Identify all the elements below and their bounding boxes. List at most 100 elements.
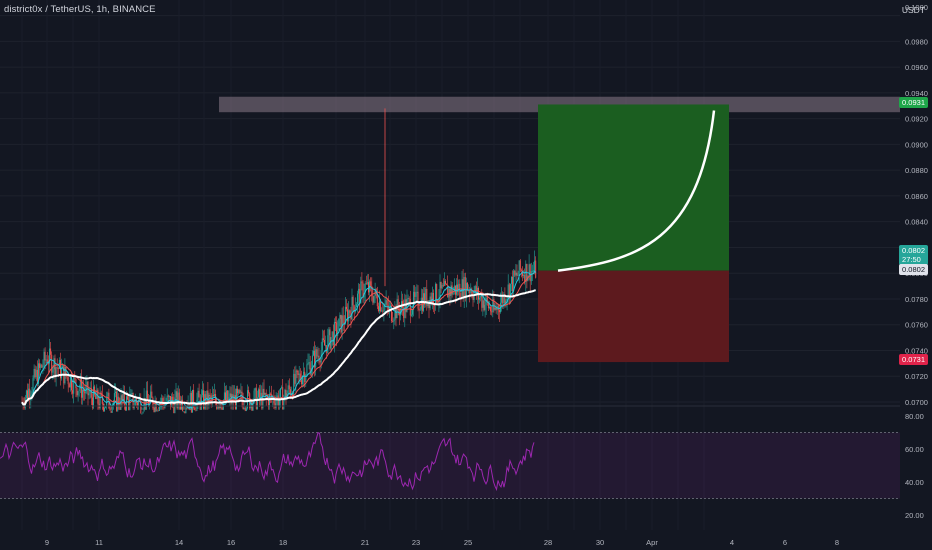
currency-label[interactable]: USDT bbox=[901, 5, 925, 15]
candle-body bbox=[351, 296, 353, 320]
candle-body bbox=[370, 281, 372, 286]
candle-body bbox=[30, 394, 32, 399]
candle-body bbox=[170, 396, 171, 408]
candle-body bbox=[397, 299, 399, 310]
candle-body bbox=[259, 389, 261, 399]
candle-body bbox=[353, 305, 355, 313]
candle-body bbox=[513, 270, 515, 292]
time-tick: 6 bbox=[783, 538, 787, 547]
candle-body bbox=[533, 270, 534, 272]
candle-body bbox=[289, 389, 291, 395]
candle-body bbox=[322, 338, 324, 340]
candle-body bbox=[248, 390, 250, 394]
candle-body bbox=[425, 288, 427, 305]
time-tick: 4 bbox=[730, 538, 734, 547]
candle-body bbox=[40, 364, 42, 368]
candle-body bbox=[111, 405, 113, 413]
candle-body bbox=[303, 371, 305, 377]
candle-body bbox=[387, 305, 389, 311]
time-tick: 14 bbox=[175, 538, 183, 547]
candle-body bbox=[95, 394, 97, 399]
price-tick: 0.0720 bbox=[905, 372, 928, 381]
candle-body bbox=[267, 397, 269, 408]
candle-body bbox=[174, 397, 176, 414]
rsi-axis[interactable]: 80.00 60.00 40.00 20.00 bbox=[905, 412, 924, 520]
candle-body bbox=[184, 411, 186, 414]
candle-body bbox=[266, 396, 268, 398]
candle-body bbox=[318, 355, 320, 361]
candle-body bbox=[252, 402, 254, 411]
time-axis[interactable]: 9 11 14 16 18 21 23 25 28 30 Apr 4 6 8 bbox=[45, 538, 839, 547]
candle-body bbox=[31, 391, 33, 395]
candle-body bbox=[78, 388, 80, 392]
candle-body bbox=[382, 310, 384, 312]
candle-body bbox=[305, 375, 307, 383]
candle-body bbox=[525, 263, 527, 283]
candle-body bbox=[504, 294, 506, 305]
candle-body bbox=[217, 406, 219, 409]
candle-body bbox=[106, 396, 108, 406]
candle-body bbox=[458, 283, 460, 292]
candle-body bbox=[392, 321, 394, 323]
candle-body bbox=[86, 381, 88, 386]
candle-body bbox=[434, 304, 435, 306]
candle-body bbox=[436, 284, 438, 302]
candle-body bbox=[435, 284, 437, 305]
candle-body bbox=[159, 404, 160, 411]
candle-body bbox=[238, 390, 240, 394]
price-tick-partial: 0.1000 bbox=[905, 3, 928, 12]
candle-body bbox=[212, 394, 214, 397]
candle-body bbox=[58, 360, 60, 369]
stop-zone[interactable] bbox=[538, 270, 729, 363]
symbol-title[interactable]: district0x / TetherUS, 1h, BINANCE bbox=[4, 4, 156, 15]
time-tick: 23 bbox=[412, 538, 420, 547]
candle-body bbox=[335, 322, 336, 324]
candle-body bbox=[357, 293, 358, 305]
candle-body bbox=[141, 413, 143, 415]
candle-body bbox=[107, 392, 109, 397]
candle-body bbox=[474, 286, 476, 293]
candle-body bbox=[489, 306, 490, 309]
candle-body bbox=[211, 394, 213, 400]
candle-body bbox=[412, 309, 413, 315]
candle-body bbox=[354, 307, 356, 313]
candle-body bbox=[308, 362, 310, 364]
candle-body bbox=[472, 296, 474, 300]
candle-body bbox=[73, 377, 75, 394]
rsi-tick: 80.00 bbox=[905, 412, 924, 421]
candle-body bbox=[151, 391, 153, 398]
candle-body bbox=[172, 396, 174, 403]
candle-body bbox=[339, 314, 341, 319]
candle-body bbox=[102, 403, 104, 412]
candle-body bbox=[372, 296, 374, 303]
candle-body bbox=[285, 389, 287, 400]
candle-body bbox=[283, 397, 285, 410]
target-zone[interactable] bbox=[538, 104, 729, 271]
candle-body bbox=[196, 399, 198, 411]
candle-body bbox=[415, 292, 417, 297]
candle-body bbox=[519, 260, 521, 270]
candle-body bbox=[123, 391, 125, 406]
candle-body bbox=[255, 388, 257, 410]
candle-body bbox=[264, 392, 266, 395]
projection-curve[interactable] bbox=[557, 110, 716, 272]
candle-body bbox=[110, 410, 112, 413]
candle-body bbox=[307, 363, 309, 365]
candle-body bbox=[226, 390, 228, 401]
candle-body bbox=[517, 274, 519, 276]
candle-body bbox=[44, 351, 46, 361]
candle-body bbox=[530, 271, 532, 282]
candle-body bbox=[244, 408, 246, 412]
candle-body bbox=[181, 399, 182, 410]
candle-body bbox=[437, 301, 439, 303]
candle-body bbox=[47, 363, 49, 365]
candle-body bbox=[328, 329, 330, 336]
candle-body bbox=[407, 298, 409, 300]
candle-body bbox=[361, 281, 363, 283]
candle-body bbox=[189, 393, 191, 411]
candle-body bbox=[341, 315, 343, 333]
price-axis[interactable]: 0.1000 0.0980 0.0960 0.0940 0.0920 0.0900 0.08… bbox=[905, 3, 928, 407]
candle-body bbox=[270, 393, 272, 395]
candle-body bbox=[467, 282, 468, 291]
